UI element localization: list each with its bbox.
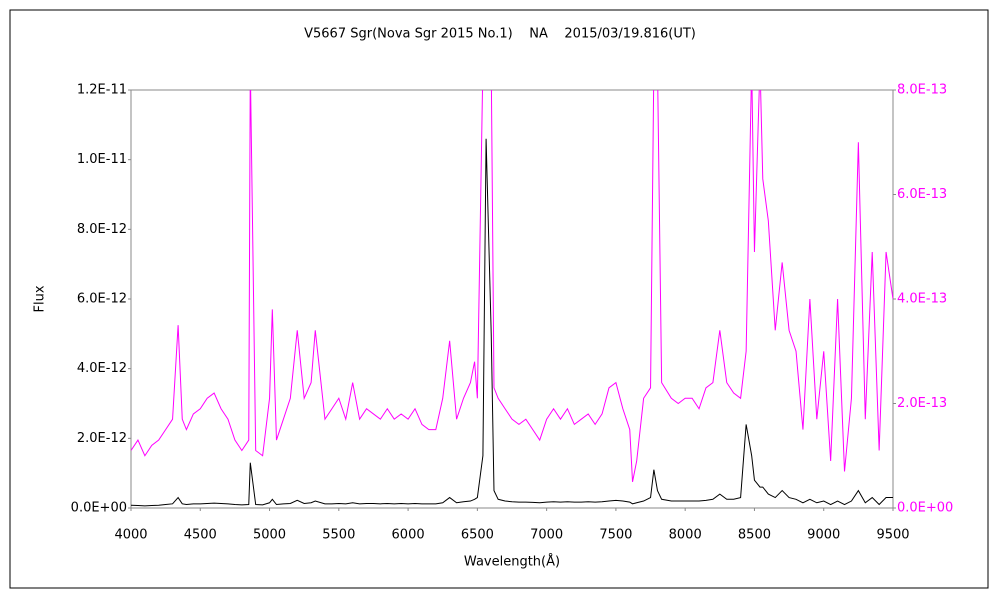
y-tick-label: 4.0E-12	[77, 361, 127, 376]
y2-tick-label: 8.0E-13	[897, 83, 947, 98]
y-tick-label: 2.0E-12	[77, 431, 127, 446]
plot-area	[130, 89, 894, 509]
series-line	[131, 138, 893, 507]
y-tick-label: 0.0E+00	[71, 501, 127, 516]
y-axis-label: Flux	[33, 285, 48, 312]
series-line	[131, 90, 893, 482]
x-tick-label: 7500	[599, 528, 632, 543]
x-tick-label: 5000	[253, 528, 286, 543]
x-axis-label: Wavelength(Å)	[464, 554, 560, 570]
y2-tick-label: 2.0E-13	[897, 396, 947, 411]
x-tick-label: 5500	[322, 528, 355, 543]
y2-tick-label: 0.0E+00	[897, 501, 953, 516]
y2-tick-label: 4.0E-13	[897, 292, 947, 307]
y-tick-label: 8.0E-12	[77, 222, 127, 237]
y-tick-label: 1.0E-11	[77, 152, 127, 167]
x-tick-label: 4000	[114, 528, 147, 543]
y-tick-label: 1.2E-11	[77, 83, 127, 98]
y-tick-label: 6.0E-12	[77, 292, 127, 307]
x-tick-label: 8000	[669, 528, 702, 543]
x-tick-label: 4500	[184, 528, 217, 543]
x-tick-label: 7000	[530, 528, 563, 543]
y2-tick-label: 6.0E-13	[897, 187, 947, 202]
x-tick-label: 8500	[738, 528, 771, 543]
x-tick-label: 9000	[807, 528, 840, 543]
x-tick-label: 6000	[392, 528, 425, 543]
x-tick-label: 9500	[876, 528, 909, 543]
x-tick-label: 6500	[461, 528, 494, 543]
chart-title: V5667 Sgr(Nova Sgr 2015 No.1) NA 2015/03…	[304, 27, 696, 42]
